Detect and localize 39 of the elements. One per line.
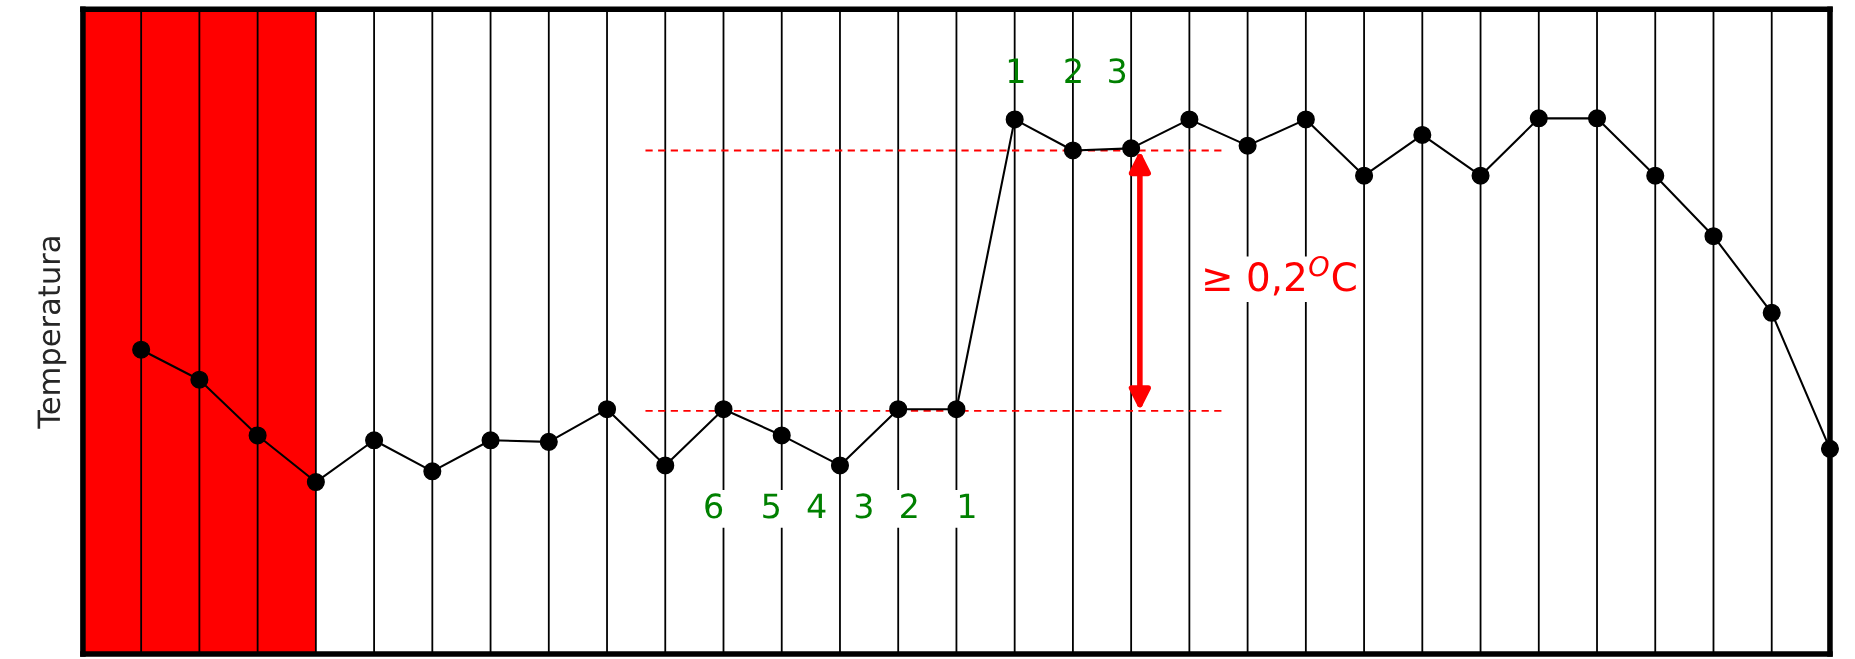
point — [772, 426, 791, 445]
point — [423, 462, 442, 481]
point — [830, 456, 849, 475]
point — [539, 432, 558, 451]
point — [481, 431, 500, 450]
point — [1413, 125, 1432, 144]
y-axis-title: Temperatura — [37, 237, 67, 429]
annotation: 1 — [959, 493, 975, 519]
point — [132, 340, 151, 359]
point — [889, 400, 908, 419]
point — [1587, 109, 1607, 128]
point — [598, 400, 617, 419]
point — [306, 473, 325, 492]
annotation: ≥ 0,2$^{O}$C — [1205, 255, 1356, 296]
annotation: 3 — [855, 493, 872, 519]
point — [1122, 139, 1141, 158]
point — [365, 431, 384, 450]
point — [1355, 166, 1374, 185]
point — [1296, 110, 1315, 129]
point — [1005, 110, 1024, 129]
annotation: 4 — [807, 493, 826, 519]
point — [1238, 136, 1257, 155]
point — [714, 400, 733, 419]
annotation: 2 — [901, 493, 917, 519]
point — [1704, 227, 1723, 246]
point — [1063, 141, 1082, 160]
point — [947, 400, 966, 419]
point — [1762, 303, 1781, 322]
text: 3 — [1109, 58, 1126, 84]
point — [190, 370, 209, 389]
point — [1180, 110, 1199, 129]
annotation: 5 — [763, 493, 779, 519]
point — [1529, 109, 1548, 128]
point — [656, 456, 675, 475]
annotation: 6 — [705, 493, 723, 519]
point — [248, 426, 267, 445]
point — [1471, 166, 1490, 185]
point — [1820, 439, 1839, 458]
point — [1646, 166, 1665, 185]
